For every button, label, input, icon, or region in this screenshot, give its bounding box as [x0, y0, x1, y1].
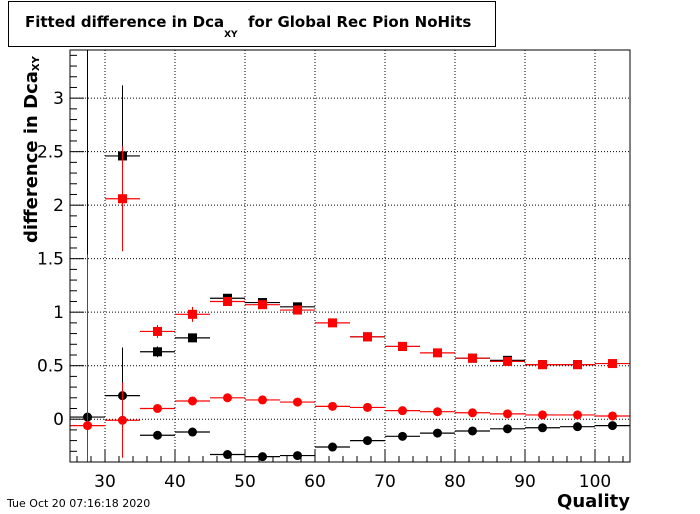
- x-tick-label: 50: [234, 472, 256, 492]
- data-point-circle: [433, 407, 442, 417]
- timestamp: Tue Oct 20 07:16:18 2020: [7, 497, 151, 510]
- data-point-circle: [468, 408, 477, 418]
- data-point-square: [538, 360, 547, 370]
- data-point-circle: [398, 431, 407, 441]
- data-point-square: [573, 360, 582, 370]
- data-point-circle: [223, 393, 232, 403]
- data-point-circle: [153, 403, 162, 413]
- y-tick-label: 0.5: [37, 357, 64, 377]
- y-tick-label: 2.5: [37, 143, 64, 163]
- y-tick-label: 2: [53, 196, 64, 216]
- data-point-square: [258, 300, 267, 310]
- x-tick-label: 40: [164, 472, 186, 492]
- data-point-circle: [293, 451, 302, 461]
- data-point-square: [153, 326, 162, 336]
- data-point-circle: [363, 436, 372, 446]
- data-markers: [70, 50, 630, 462]
- data-point-circle: [398, 406, 407, 416]
- data-point-circle: [118, 415, 127, 425]
- data-point-circle: [433, 428, 442, 438]
- data-point-circle: [573, 422, 582, 432]
- data-point-circle: [328, 442, 337, 452]
- y-axis-label: difference in DcaXY: [21, 56, 42, 243]
- y-axis-label-main: difference in Dca: [21, 71, 42, 243]
- x-tick-label: 90: [514, 472, 536, 492]
- data-point-circle: [258, 452, 267, 462]
- data-point-circle: [363, 402, 372, 412]
- y-tick-label: 3: [53, 89, 64, 109]
- data-point-circle: [153, 430, 162, 440]
- data-point-square: [188, 333, 197, 343]
- chart-title-rest: for Global Rec Pion NoHits: [248, 13, 472, 31]
- data-point-circle: [83, 421, 92, 431]
- data-point-circle: [468, 426, 477, 436]
- data-point-circle: [188, 396, 197, 406]
- data-point-circle: [258, 395, 267, 405]
- data-point-square: [433, 348, 442, 358]
- y-axis-label-subscript: XY: [31, 56, 42, 72]
- axis-ticks: 30 40 50 60 70 80 90 100 0 0.5 1 1.5 2 2.5 3: [37, 54, 624, 492]
- x-tick-label: 30: [94, 472, 116, 492]
- data-point-circle: [503, 424, 512, 434]
- data-point-square: [363, 332, 372, 342]
- x-axis-label: Quality: [557, 491, 630, 512]
- data-point-circle: [503, 409, 512, 419]
- data-point-square: [468, 353, 477, 363]
- data-point-square: [503, 356, 512, 366]
- chart-title-subscript: XY: [224, 30, 238, 40]
- x-tick-label: 60: [304, 472, 326, 492]
- chart-title: Fitted difference in DcaXY for Global Re…: [8, 1, 496, 47]
- data-point-circle: [538, 423, 547, 433]
- data-point-circle: [223, 450, 232, 460]
- data-point-square: [398, 341, 407, 351]
- plot-frame: [69, 49, 631, 463]
- x-tick-label: 100: [579, 472, 611, 492]
- chart-title-main: Fitted difference in Dca: [25, 13, 225, 31]
- data-point-circle: [293, 397, 302, 407]
- data-point-square: [293, 305, 302, 315]
- y-tick-label: 1.5: [37, 250, 64, 270]
- data-point-circle: [188, 427, 197, 437]
- data-point-circle: [608, 421, 617, 431]
- x-tick-label: 70: [374, 472, 396, 492]
- grid-lines: [70, 50, 630, 462]
- y-tick-label: 1: [53, 303, 64, 323]
- data-point-square: [153, 347, 162, 357]
- data-point-square: [608, 359, 617, 369]
- data-point-square: [328, 318, 337, 328]
- data-point-circle: [328, 401, 337, 411]
- data-point-circle: [608, 411, 617, 421]
- data-point-circle: [538, 410, 547, 420]
- data-point-square: [118, 194, 127, 204]
- y-tick-label: 0: [53, 410, 64, 430]
- data-point-circle: [573, 410, 582, 420]
- data-point-square: [188, 309, 197, 319]
- x-tick-label: 80: [444, 472, 466, 492]
- data-point-square: [223, 296, 232, 306]
